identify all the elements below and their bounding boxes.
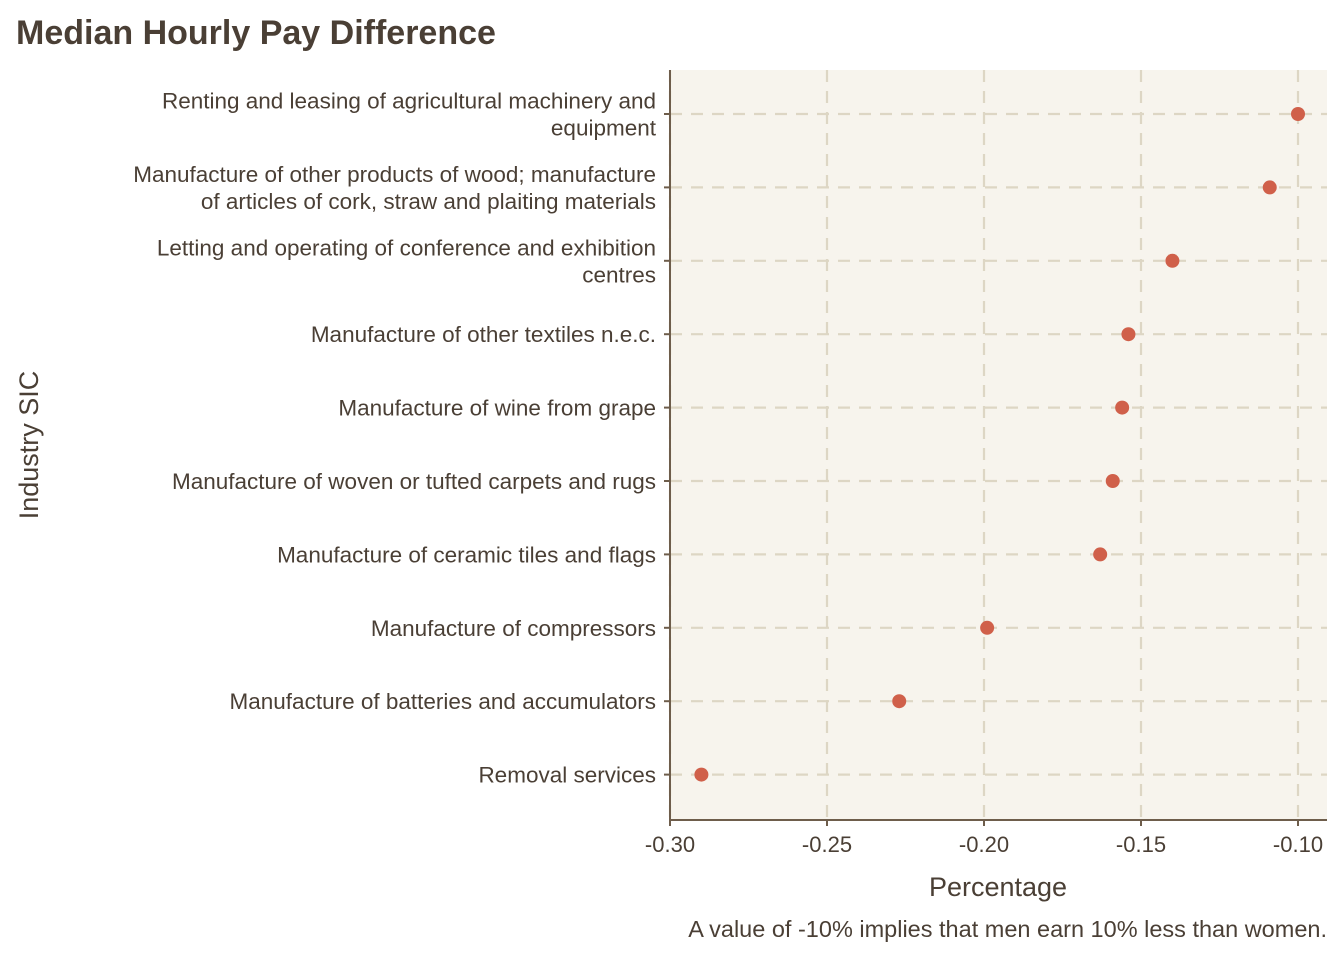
data-point	[892, 694, 907, 709]
x-tick-label: -0.10	[1273, 832, 1323, 857]
x-tick-label: -0.30	[645, 832, 695, 857]
x-axis-ticks	[669, 820, 1299, 826]
data-point	[980, 620, 995, 635]
y-tick-label: Manufacture of wine from grape	[338, 396, 656, 421]
chart-caption: A value of -10% implies that men earn 10…	[688, 916, 1327, 942]
y-axis-labels: Renting and leasing of agricultural mach…	[133, 89, 657, 788]
x-axis-labels: -0.30 -0.25 -0.20 -0.15 -0.10	[645, 832, 1323, 857]
y-axis-ticks	[664, 113, 670, 776]
y-tick-label: Manufacture of ceramic tiles and flags	[277, 542, 656, 567]
data-point	[1105, 474, 1120, 488]
y-tick-label: Renting and leasing of agricultural mach…	[162, 89, 657, 141]
y-tick-label: Manufacture of woven or tufted carpets a…	[172, 469, 656, 494]
plot-panel	[670, 70, 1327, 820]
y-tick-label: Removal services	[478, 763, 656, 788]
data-point	[1115, 400, 1130, 415]
y-tick-label: Manufacture of other textiles n.e.c.	[311, 322, 656, 347]
y-tick-label: Manufacture of other products of wood; m…	[133, 162, 656, 214]
horizontal-gridlines	[670, 112, 1327, 776]
y-tick-label: Letting and operating of conference and …	[157, 235, 656, 287]
x-tick-label: -0.15	[1116, 832, 1166, 857]
data-points	[694, 107, 1305, 782]
data-point	[694, 767, 709, 782]
data-point	[1121, 327, 1136, 342]
data-point	[1093, 547, 1108, 562]
x-tick-label: -0.25	[802, 832, 852, 857]
data-point	[1262, 180, 1277, 195]
chart-title: Median Hourly Pay Difference	[16, 14, 496, 52]
x-axis-title: Percentage	[929, 872, 1067, 902]
data-point	[1291, 107, 1305, 121]
x-tick-label: -0.20	[959, 832, 1009, 857]
y-tick-label: Manufacture of compressors	[371, 616, 656, 641]
data-point	[1165, 253, 1180, 268]
y-axis-title: Industry SIC	[14, 371, 44, 520]
y-tick-label: Manufacture of batteries and accumulator…	[230, 689, 656, 714]
